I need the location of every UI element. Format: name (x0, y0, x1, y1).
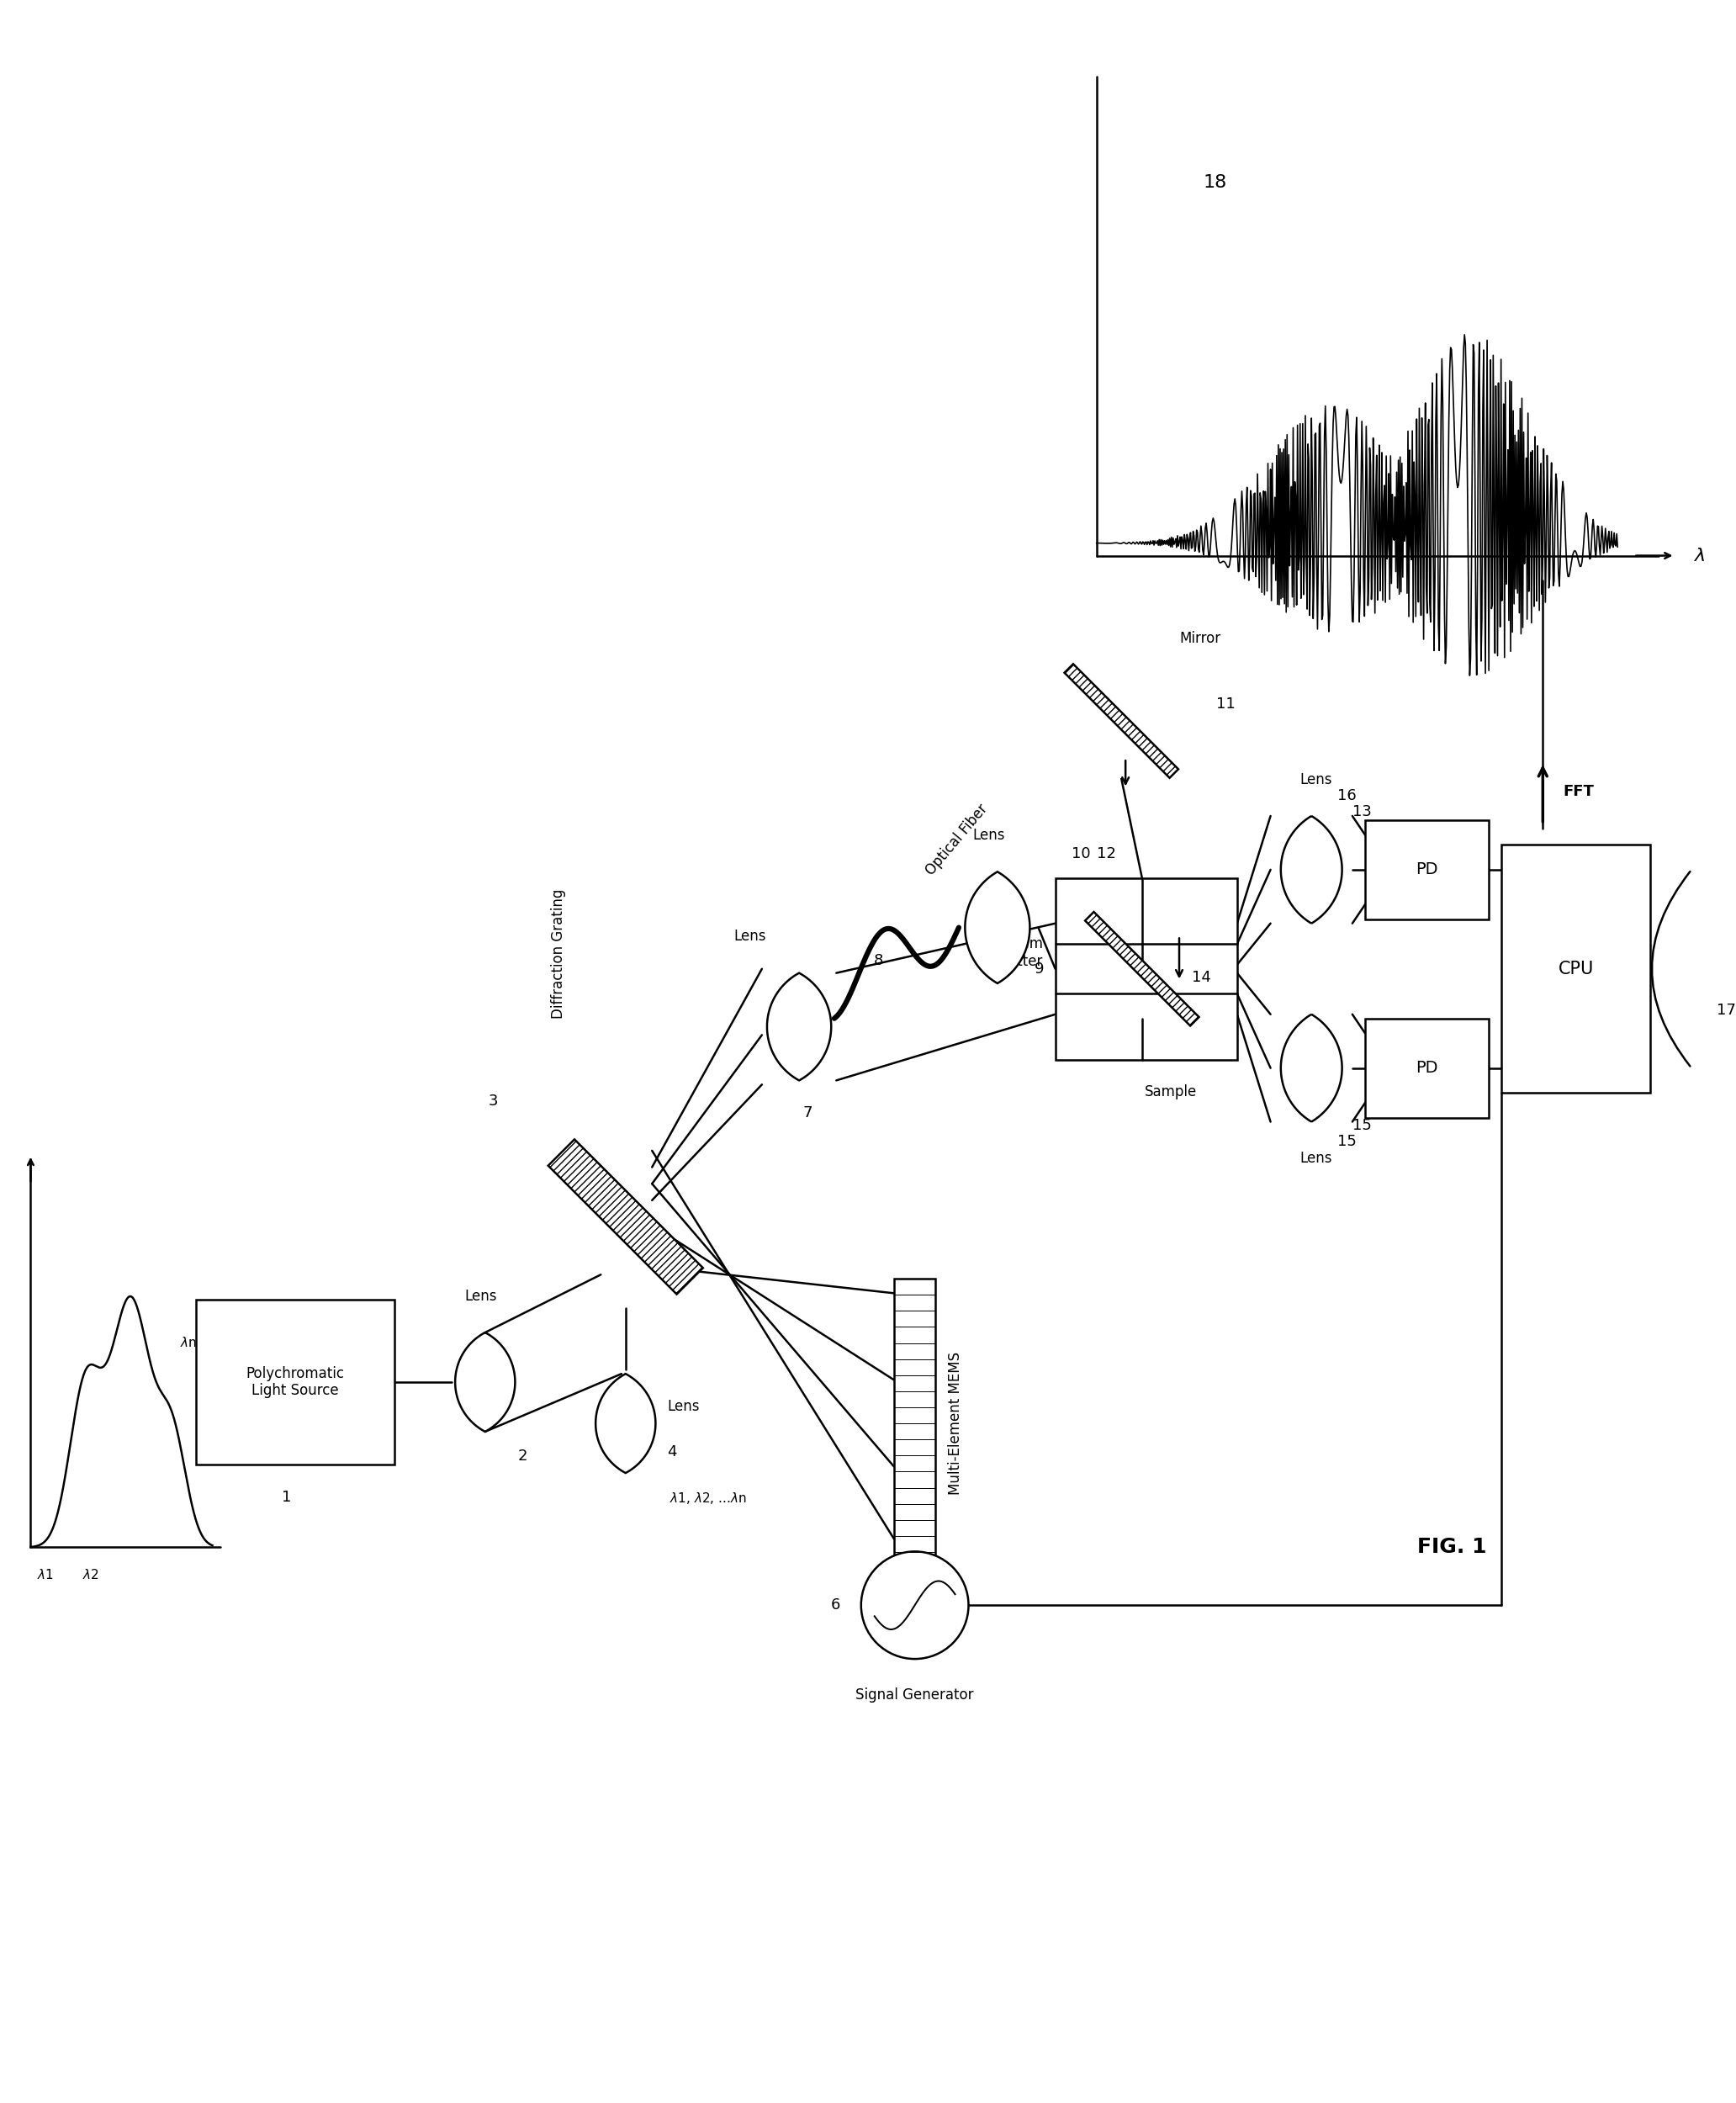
Text: 10: 10 (1071, 845, 1090, 862)
Text: Sample: Sample (1144, 1085, 1198, 1100)
Text: 2: 2 (517, 1449, 528, 1464)
Text: FFT: FFT (1564, 784, 1594, 799)
Text: $\lambda$n: $\lambda$n (181, 1335, 196, 1350)
Bar (549, 1140, 703, 1293)
Text: 9: 9 (1035, 961, 1045, 976)
Text: Beam
Splitter: Beam Splitter (991, 936, 1043, 969)
Text: PD: PD (1417, 1060, 1437, 1077)
Text: 6: 6 (832, 1598, 840, 1613)
Polygon shape (1281, 1014, 1342, 1121)
Text: FIG. 1: FIG. 1 (1417, 1537, 1486, 1558)
Text: $\lambda$1, $\lambda$2, ...$\lambda$n: $\lambda$1, $\lambda$2, ...$\lambda$n (670, 1491, 746, 1506)
Text: 14: 14 (1191, 969, 1210, 984)
Bar (894, 1279, 936, 1569)
Text: CPU: CPU (1557, 961, 1594, 978)
Bar (1055, 877, 1238, 1060)
Text: 18: 18 (1203, 175, 1227, 191)
Bar (1364, 820, 1489, 919)
Text: 16: 16 (1338, 789, 1358, 803)
Text: 5: 5 (877, 1592, 885, 1609)
Text: Polychromatic
Light Source: Polychromatic Light Source (247, 1365, 344, 1398)
Text: Multi-Element MEMS: Multi-Element MEMS (948, 1352, 963, 1495)
Text: Optical Fiber: Optical Fiber (924, 801, 991, 877)
Polygon shape (595, 1373, 656, 1472)
Text: 8: 8 (873, 953, 884, 967)
Text: 15: 15 (1338, 1134, 1358, 1148)
Text: 11: 11 (1217, 696, 1236, 713)
Bar (196, 1300, 394, 1464)
Text: $\lambda$1: $\lambda$1 (36, 1569, 54, 1581)
Text: 3: 3 (488, 1094, 498, 1108)
Text: Signal Generator: Signal Generator (856, 1689, 974, 1703)
Text: PD: PD (1417, 862, 1437, 877)
Text: 13: 13 (1352, 803, 1371, 820)
Text: Lens: Lens (1299, 772, 1332, 787)
Text: $\lambda$2: $\lambda$2 (82, 1569, 99, 1581)
Text: Lens: Lens (465, 1289, 496, 1304)
Text: 7: 7 (802, 1106, 812, 1121)
Polygon shape (767, 974, 832, 1081)
Text: Mirror: Mirror (1179, 631, 1220, 646)
Text: Lens: Lens (733, 930, 766, 944)
Text: Lens: Lens (972, 829, 1005, 843)
Bar (1085, 913, 1200, 1026)
Bar (1364, 1018, 1489, 1117)
Text: 17: 17 (1717, 1003, 1736, 1018)
Text: $\lambda$: $\lambda$ (1694, 547, 1706, 564)
Circle shape (861, 1552, 969, 1659)
Text: 15: 15 (1352, 1119, 1371, 1134)
Polygon shape (1281, 816, 1342, 923)
Text: 12: 12 (1097, 845, 1116, 862)
Bar (1502, 845, 1651, 1094)
Text: Lens: Lens (667, 1398, 700, 1415)
Text: Lens: Lens (1299, 1150, 1332, 1165)
Text: 4: 4 (620, 1455, 628, 1470)
Polygon shape (455, 1333, 516, 1432)
Text: 4: 4 (667, 1445, 677, 1459)
Polygon shape (965, 873, 1029, 984)
Text: Diffraction Grating: Diffraction Grating (552, 890, 566, 1018)
Bar (1064, 665, 1179, 778)
Text: 1: 1 (281, 1489, 292, 1504)
